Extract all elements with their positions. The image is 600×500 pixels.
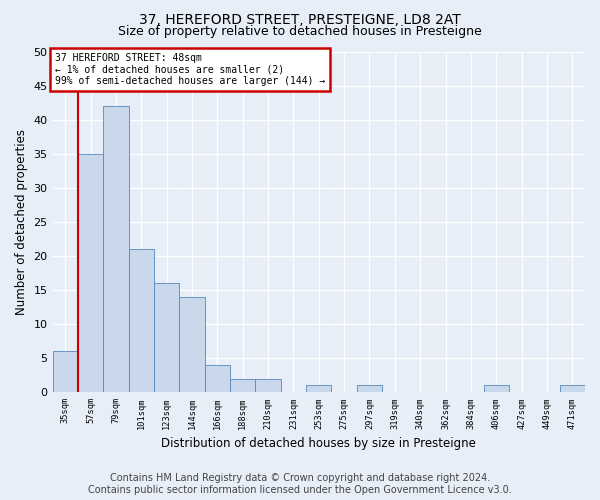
Text: 37 HEREFORD STREET: 48sqm
← 1% of detached houses are smaller (2)
99% of semi-de: 37 HEREFORD STREET: 48sqm ← 1% of detach… (55, 53, 325, 86)
Bar (128, 249, 154, 392)
Text: 37, HEREFORD STREET, PRESTEIGNE, LD8 2AT: 37, HEREFORD STREET, PRESTEIGNE, LD8 2AT (139, 12, 461, 26)
Bar (103, 106, 128, 393)
Bar (484, 386, 509, 392)
Text: Size of property relative to detached houses in Presteigne: Size of property relative to detached ho… (118, 25, 482, 38)
Bar (357, 386, 382, 392)
Bar (560, 386, 585, 392)
Bar (179, 297, 205, 392)
Bar (256, 378, 281, 392)
Text: Contains HM Land Registry data © Crown copyright and database right 2024.
Contai: Contains HM Land Registry data © Crown c… (88, 474, 512, 495)
Bar (205, 365, 230, 392)
Bar (230, 378, 256, 392)
Y-axis label: Number of detached properties: Number of detached properties (15, 129, 28, 315)
Bar (53, 352, 78, 393)
X-axis label: Distribution of detached houses by size in Presteigne: Distribution of detached houses by size … (161, 437, 476, 450)
Bar (154, 283, 179, 393)
Bar (306, 386, 331, 392)
Bar (78, 154, 103, 392)
